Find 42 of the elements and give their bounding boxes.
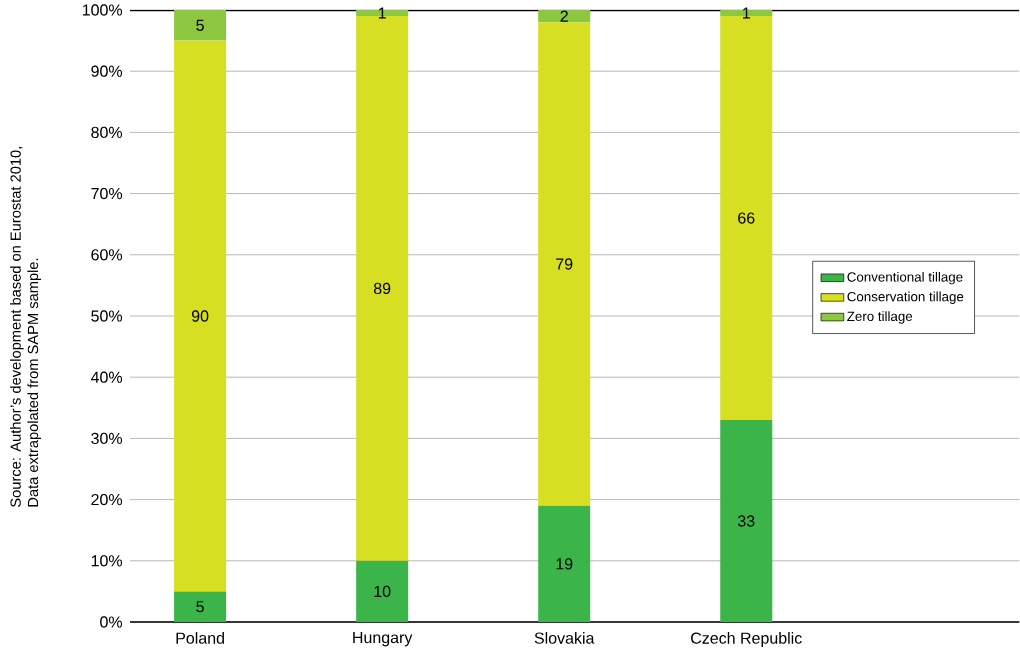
y-tick-label: 20% — [91, 493, 123, 506]
y-tick-label: 30% — [91, 432, 123, 445]
legend-label: Conventional tillage — [847, 271, 963, 285]
y-tick-label: 0% — [100, 616, 123, 628]
bar — [720, 9, 773, 17]
data-label: 79 — [556, 258, 573, 270]
x-tick-label: Hungary — [353, 632, 413, 647]
bar — [174, 40, 227, 592]
y-tick-label: 50% — [91, 310, 123, 322]
y-tick-label: 60% — [91, 249, 123, 261]
data-label: 5 — [196, 601, 204, 613]
y-tick-label: 90% — [91, 65, 123, 77]
x-tick-label: Slovakia — [534, 632, 595, 644]
source-note: Source: Author’s development based on Eurostat 2010, — [10, 147, 24, 507]
y-tick-label: 10% — [91, 555, 123, 567]
data-label: 5 — [196, 19, 204, 31]
data-label: 1 — [743, 7, 750, 19]
y-tick-label: 100% — [82, 4, 123, 16]
data-label: 19 — [556, 558, 573, 570]
bar — [356, 560, 409, 622]
bar — [720, 420, 773, 622]
data-label: 89 — [373, 282, 391, 295]
legend-label: Zero tillage — [847, 311, 913, 324]
bar — [356, 9, 409, 17]
y-tick-label: 40% — [90, 371, 123, 383]
data-label: 33 — [737, 515, 755, 527]
data-label: 66 — [738, 212, 755, 224]
y-tick-label: 80% — [91, 126, 123, 139]
data-label: 1 — [378, 7, 386, 19]
data-label: 10 — [374, 585, 391, 598]
data-label: 2 — [560, 10, 568, 22]
bar — [538, 505, 591, 622]
bar — [538, 22, 591, 506]
legend-label: Conservation tillage — [847, 291, 964, 304]
y-tick-label: 70% — [91, 187, 123, 200]
text: Data extrapolated from SAPM sample. — [27, 258, 42, 507]
data-label: 90 — [191, 310, 209, 322]
x-tick-label: Czech Republic — [691, 632, 802, 647]
x-tick-label: Poland — [176, 632, 224, 644]
bar — [538, 9, 591, 23]
bar — [174, 591, 227, 622]
bar — [174, 9, 227, 41]
